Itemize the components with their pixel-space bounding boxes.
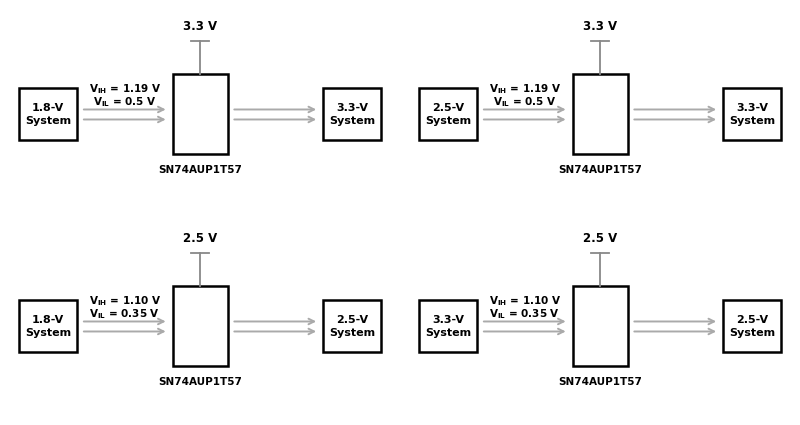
Text: 2.5 V: 2.5 V xyxy=(183,232,217,246)
Text: 2.5 V: 2.5 V xyxy=(583,232,617,246)
Bar xyxy=(323,88,381,141)
Text: 3.3 V: 3.3 V xyxy=(183,20,217,34)
Text: $\mathregular{V_{IL}}$ = 0.35 V: $\mathregular{V_{IL}}$ = 0.35 V xyxy=(490,308,560,321)
Text: 2.5-V
System: 2.5-V System xyxy=(329,315,375,338)
Text: $\mathregular{V_{IL}}$ = 0.35 V: $\mathregular{V_{IL}}$ = 0.35 V xyxy=(90,308,160,321)
Bar xyxy=(573,286,627,366)
Text: 2.5-V
System: 2.5-V System xyxy=(425,103,471,126)
Text: 3.3 V: 3.3 V xyxy=(583,20,617,34)
Bar xyxy=(723,88,781,141)
Bar xyxy=(19,88,77,141)
Text: 3.3-V
System: 3.3-V System xyxy=(729,103,775,126)
Text: 3.3-V
System: 3.3-V System xyxy=(329,103,375,126)
Bar xyxy=(19,300,77,352)
Text: 3.3-V
System: 3.3-V System xyxy=(425,315,471,338)
Text: $\mathregular{V_{IH}}$ = 1.19 V: $\mathregular{V_{IH}}$ = 1.19 V xyxy=(89,82,161,96)
Text: SN74AUP1T57: SN74AUP1T57 xyxy=(158,165,242,176)
Bar xyxy=(173,286,227,366)
Text: SN74AUP1T57: SN74AUP1T57 xyxy=(558,377,642,388)
Bar xyxy=(573,74,627,154)
Bar xyxy=(419,300,477,352)
Text: $\mathregular{V_{IH}}$ = 1.10 V: $\mathregular{V_{IH}}$ = 1.10 V xyxy=(489,295,561,309)
Text: 1.8-V
System: 1.8-V System xyxy=(25,315,71,338)
Text: 1.8-V
System: 1.8-V System xyxy=(25,103,71,126)
Bar xyxy=(419,88,477,141)
Text: $\mathregular{V_{IL}}$ = 0.5 V: $\mathregular{V_{IL}}$ = 0.5 V xyxy=(93,96,157,109)
Text: $\mathregular{V_{IH}}$ = 1.19 V: $\mathregular{V_{IH}}$ = 1.19 V xyxy=(489,82,561,96)
Bar xyxy=(173,74,227,154)
Text: $\mathregular{V_{IH}}$ = 1.10 V: $\mathregular{V_{IH}}$ = 1.10 V xyxy=(89,295,161,309)
Bar xyxy=(723,300,781,352)
Text: SN74AUP1T57: SN74AUP1T57 xyxy=(558,165,642,176)
Text: $\mathregular{V_{IL}}$ = 0.5 V: $\mathregular{V_{IL}}$ = 0.5 V xyxy=(493,96,557,109)
Bar xyxy=(323,300,381,352)
Text: SN74AUP1T57: SN74AUP1T57 xyxy=(158,377,242,388)
Text: 2.5-V
System: 2.5-V System xyxy=(729,315,775,338)
